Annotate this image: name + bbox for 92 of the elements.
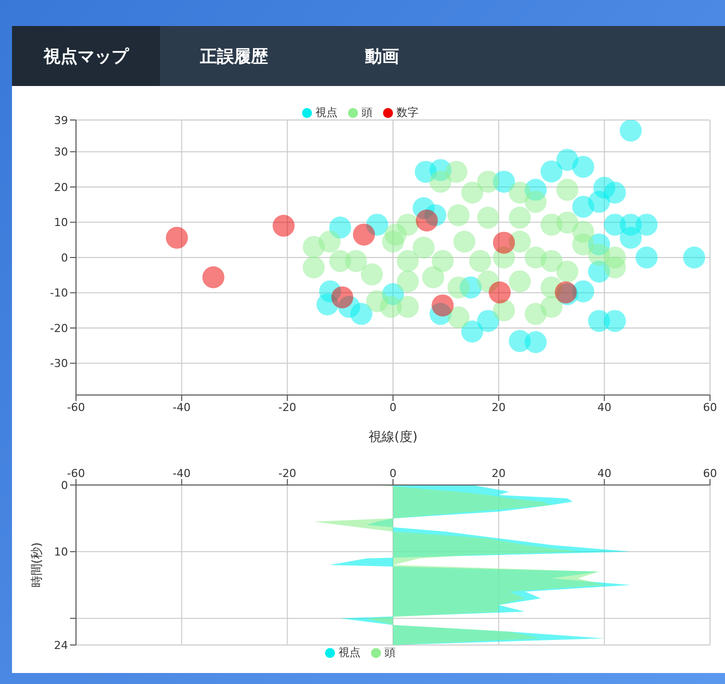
y-tick-label: 39 xyxy=(54,114,68,127)
point xyxy=(329,216,352,239)
text: 動画 xyxy=(364,46,400,68)
point xyxy=(556,178,578,201)
point xyxy=(432,294,454,316)
point xyxy=(448,204,470,226)
point xyxy=(202,266,224,288)
point xyxy=(331,286,354,308)
x-tick-label: 60 xyxy=(703,467,717,480)
point xyxy=(524,331,547,354)
legend-label: 数字 xyxy=(396,106,418,119)
x-tick-label: 60 xyxy=(703,400,717,414)
point xyxy=(572,233,594,256)
x-tick-label: 20 xyxy=(492,467,506,480)
point xyxy=(477,170,500,193)
point xyxy=(352,224,375,246)
point xyxy=(469,250,492,272)
point xyxy=(572,196,594,218)
y-tick-label: 30 xyxy=(54,146,68,159)
point xyxy=(477,310,500,332)
y-tick-label: 24 xyxy=(54,638,68,652)
point xyxy=(540,160,562,182)
point xyxy=(477,206,500,229)
point xyxy=(508,182,531,204)
x-tick-label: -40 xyxy=(172,400,191,414)
point xyxy=(329,250,352,272)
point xyxy=(540,214,562,236)
point xyxy=(593,176,616,199)
y-tick-label: -10 xyxy=(50,286,68,300)
point xyxy=(683,246,706,268)
x-tick-label: -60 xyxy=(67,400,85,414)
point xyxy=(620,120,642,142)
point xyxy=(508,206,531,229)
point xyxy=(461,182,484,204)
x-tick-label: 40 xyxy=(597,467,612,480)
x-tick-label: -60 xyxy=(67,467,85,480)
point xyxy=(396,270,419,292)
x-tick-label: 20 xyxy=(492,400,506,414)
point xyxy=(620,226,642,249)
point xyxy=(430,170,452,193)
point xyxy=(445,160,468,183)
legend-label: 視点 xyxy=(316,106,338,119)
point xyxy=(453,230,476,253)
y-tick-label: 0 xyxy=(61,251,68,264)
point xyxy=(556,260,578,283)
x-tick-label: 0 xyxy=(390,467,396,480)
x-tick-label: -20 xyxy=(278,400,296,414)
y-tick-label: 10 xyxy=(54,546,68,559)
point xyxy=(272,214,295,237)
point xyxy=(416,209,438,232)
point xyxy=(524,190,547,213)
point xyxy=(302,256,325,278)
point xyxy=(432,250,454,272)
point xyxy=(488,281,511,304)
x-tick-label: 0 xyxy=(390,400,396,414)
point xyxy=(508,270,531,292)
point xyxy=(492,299,515,322)
point xyxy=(382,230,404,253)
point xyxy=(461,320,484,343)
x-tick-label: -20 xyxy=(278,467,296,480)
point xyxy=(604,256,626,278)
point xyxy=(492,232,515,254)
point xyxy=(540,296,562,318)
point xyxy=(422,266,444,288)
y-tick-label: 0 xyxy=(61,478,68,492)
x-axis-title: 視線(度) xyxy=(368,429,418,445)
legend-label: 頭 xyxy=(384,646,396,659)
point xyxy=(412,236,435,259)
y-tick-label: 20 xyxy=(54,180,68,194)
text: 視点マップ xyxy=(12,26,160,86)
point xyxy=(448,276,470,298)
point xyxy=(604,310,626,332)
y-tick-label: -20 xyxy=(50,322,68,335)
point xyxy=(166,226,188,249)
text: 正誤履歴 xyxy=(199,46,269,68)
point xyxy=(604,214,626,236)
legend-label: 頭 xyxy=(362,106,372,119)
point xyxy=(360,263,383,286)
point xyxy=(572,156,594,178)
y-tick-label: 10 xyxy=(54,216,68,230)
legend-label: 視点 xyxy=(338,646,360,659)
point xyxy=(540,250,562,272)
point xyxy=(318,230,341,253)
point xyxy=(396,296,419,318)
y-tick-label: -30 xyxy=(50,357,68,370)
x-tick-label: -40 xyxy=(172,467,191,480)
point xyxy=(636,246,658,268)
x-tick-label: 40 xyxy=(597,400,612,414)
point xyxy=(588,244,610,266)
point xyxy=(396,250,419,272)
point xyxy=(448,306,470,328)
y-axis-title: 時間(秒) xyxy=(29,542,44,588)
